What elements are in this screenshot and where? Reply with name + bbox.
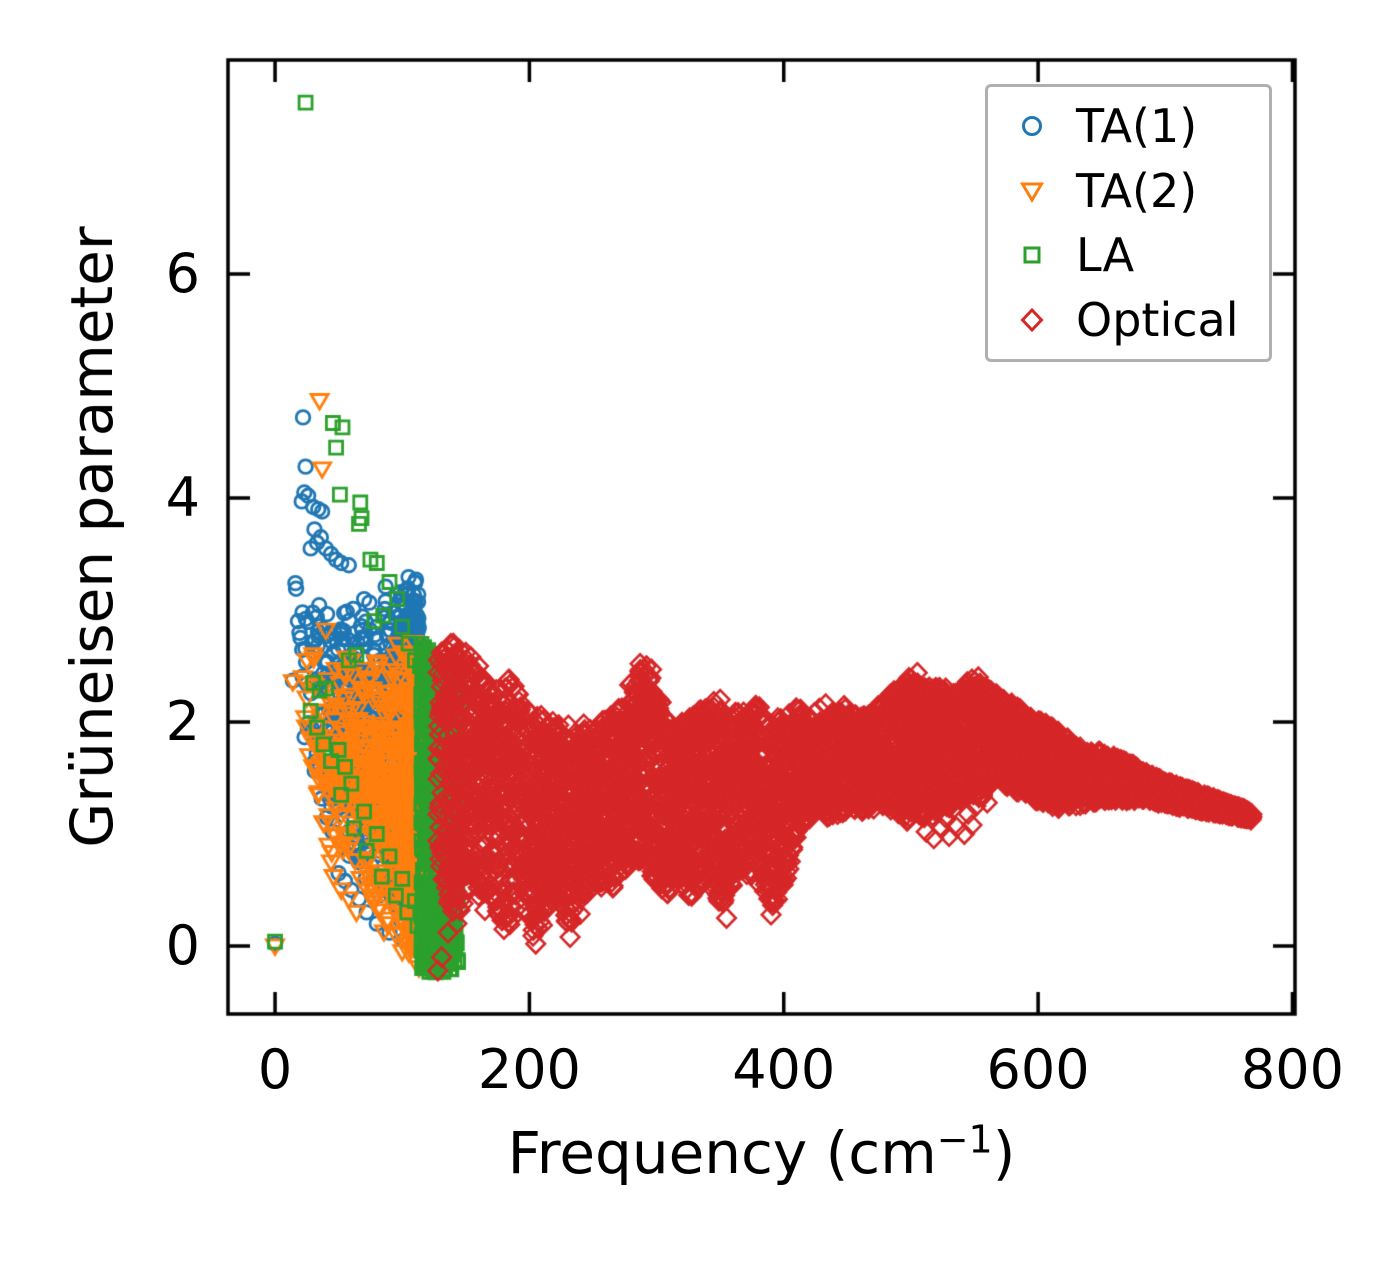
legend-label-la: LA: [1076, 228, 1135, 283]
x-axis-label-close: ): [992, 1119, 1016, 1187]
legend-entry-optical: Optical: [988, 291, 1269, 349]
legend-label-optical: Optical: [1076, 292, 1239, 347]
x-tick-label: 200: [477, 1038, 581, 1101]
x-tick-label: 600: [986, 1038, 1090, 1101]
legend-entry-ta-2: TA(2): [988, 162, 1269, 220]
y-tick-label: 2: [165, 690, 200, 754]
x-tick-label: 800: [1240, 1038, 1344, 1101]
ta-1-marker-icon: [1004, 104, 1060, 148]
legend-entry-ta-1: TA(1): [988, 97, 1269, 155]
legend-label-ta-1: TA(1): [1076, 99, 1198, 154]
legend-label-ta-2: TA(2): [1076, 163, 1198, 218]
x-tick-label: 0: [257, 1038, 293, 1101]
ta-2-marker-icon: [1004, 169, 1060, 213]
y-tick-label: 6: [165, 242, 200, 306]
optical-marker-icon: [1004, 298, 1060, 342]
la-marker-icon: [1004, 233, 1060, 277]
legend-entry-la: LA: [988, 226, 1269, 284]
x-axis-label: Frequency (cm−1): [228, 1118, 1295, 1188]
x-tick-label: 400: [732, 1038, 836, 1101]
y-axis-label: Grüneisen parameter: [58, 226, 126, 848]
x-axis-label-superscript: −1: [936, 1117, 993, 1162]
legend: TA(1) TA(2) LA Optical: [985, 84, 1272, 362]
y-tick-label: 0: [165, 914, 200, 978]
x-axis-label-text: Frequency (cm: [507, 1119, 937, 1187]
y-tick-label: 4: [165, 466, 200, 530]
